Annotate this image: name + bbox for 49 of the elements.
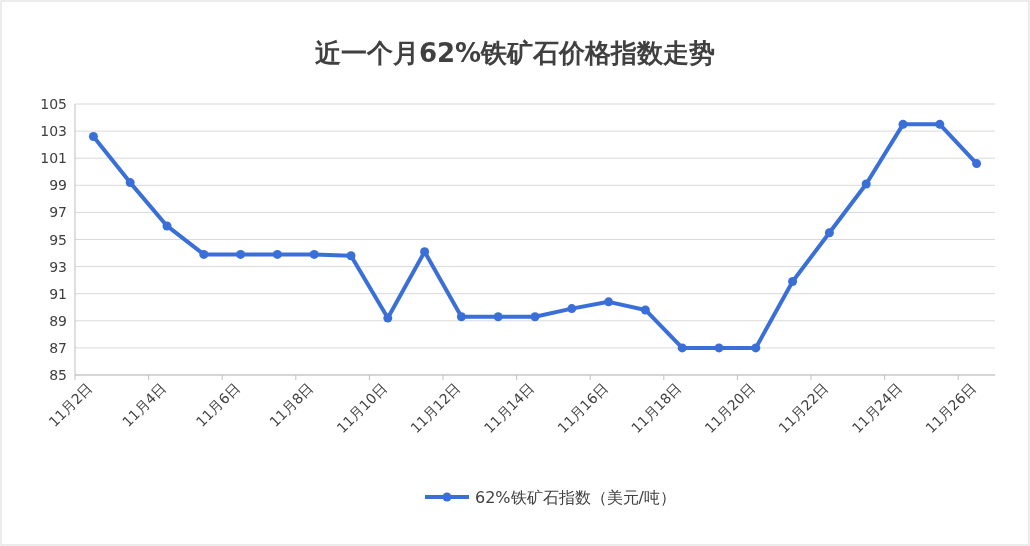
x-tick-label: 11月16日 [554, 379, 611, 437]
y-tick-label: 95 [49, 231, 67, 248]
point [824, 228, 834, 238]
point [714, 343, 724, 353]
x-tick-label: 11月8日 [266, 379, 317, 430]
chart-title: 近一个月62%铁矿石价格指数走势 [314, 38, 716, 68]
y-tick-label: 103 [40, 123, 67, 140]
x-tick-label: 11月14日 [480, 379, 538, 437]
point [604, 297, 614, 307]
point [199, 249, 209, 259]
point [530, 312, 540, 322]
point [456, 312, 466, 322]
x-tick-label: 11月26日 [922, 379, 979, 437]
x-tick-label: 11月4日 [119, 379, 170, 430]
point [162, 221, 172, 231]
y-tick-label: 87 [49, 339, 67, 356]
y-tick-label: 97 [49, 204, 67, 221]
x-tick-label: 11月20日 [701, 379, 758, 437]
point [861, 179, 871, 189]
point [640, 305, 650, 315]
y-tick-label: 93 [49, 258, 67, 275]
x-tick-label: 11月24日 [848, 379, 906, 437]
point [125, 178, 135, 188]
point [346, 251, 356, 261]
point [898, 119, 908, 129]
y-tick-label: 99 [49, 177, 67, 194]
point [309, 249, 319, 259]
x-tick-label: 11月10日 [333, 379, 390, 437]
point [935, 119, 945, 129]
x-tick-label: 11月12日 [407, 379, 464, 437]
y-tick-label: 105 [40, 96, 67, 112]
y-tick-label: 101 [40, 150, 67, 167]
point [972, 159, 982, 169]
x-tick-label: 11月6日 [192, 379, 243, 430]
point [420, 247, 430, 257]
point [788, 277, 798, 287]
y-tick-label: 89 [49, 312, 67, 329]
point [493, 312, 503, 322]
legend-label: 62%铁矿石指数（美元/吨） [475, 488, 676, 507]
point [88, 132, 98, 142]
point [567, 304, 577, 314]
point [383, 313, 393, 323]
x-tick-label: 11月18日 [628, 379, 685, 437]
y-tick-label: 91 [49, 285, 67, 302]
point [236, 249, 246, 259]
point [677, 343, 687, 353]
point [751, 343, 761, 353]
point [272, 249, 282, 259]
x-tick-label: 11月22日 [775, 379, 832, 437]
